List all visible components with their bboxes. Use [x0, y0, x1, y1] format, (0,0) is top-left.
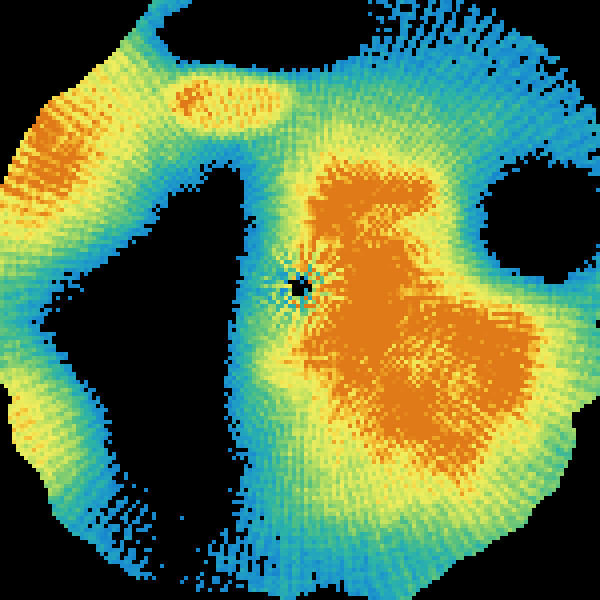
radar-reflectivity-heatmap	[0, 0, 600, 600]
radar-display: Radar Reflectivity PPI	[0, 0, 600, 600]
